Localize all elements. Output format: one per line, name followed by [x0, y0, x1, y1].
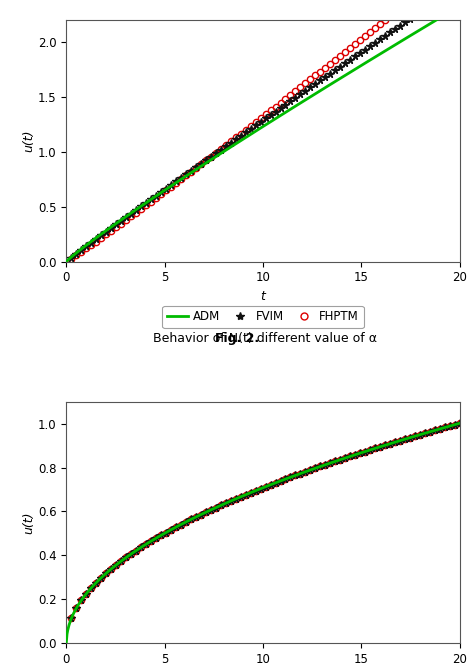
Legend: ADM, FVIM, FHPTM: ADM, FVIM, FHPTM [163, 306, 364, 328]
Text: Fig. 2.: Fig. 2. [215, 332, 259, 345]
Y-axis label: u(t): u(t) [22, 511, 35, 534]
Text: Behavior of N(t) different value of α: Behavior of N(t) different value of α [149, 332, 377, 345]
Y-axis label: u(t): u(t) [22, 129, 35, 152]
X-axis label: t: t [261, 290, 265, 303]
